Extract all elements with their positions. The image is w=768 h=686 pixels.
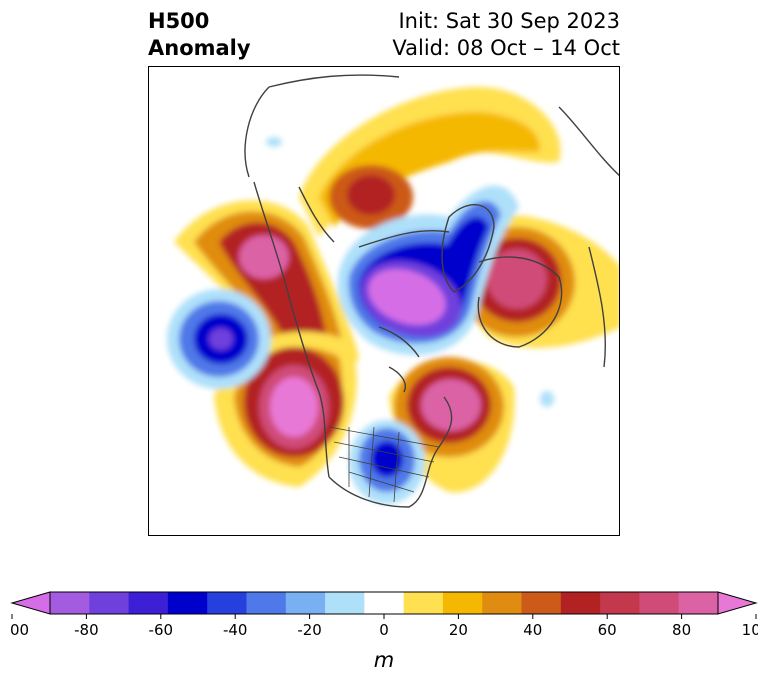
colorbar-min-arrow (10, 591, 51, 615)
positive-anomaly-southeast-peak (421, 379, 481, 431)
positive-anomaly-southwest-max (270, 377, 318, 437)
anomaly-map-svg (167, 74, 619, 508)
coastline-eurasia (298, 186, 563, 348)
colorbar-max-arrow (717, 591, 758, 615)
colorbar-tick-label: 60 (598, 621, 617, 639)
negative-anomaly-pacific-minimum (209, 328, 233, 350)
colorbar-tick-label: -80 (74, 621, 99, 639)
colorbar-tick-label: -40 (223, 621, 248, 639)
negative-anomaly-us-core (371, 441, 403, 477)
anomaly-map (148, 66, 620, 536)
colorbar-cell (482, 592, 523, 614)
colorbar-svg: -100 -80 -60 -40 -20 0 20 40 60 80 100 (0, 591, 768, 639)
colorbar-cell (364, 592, 405, 614)
colorbar-cell (167, 592, 208, 614)
negative-anomaly-atlantic-small (540, 391, 554, 407)
colorbar-tick-label: 40 (523, 621, 542, 639)
colorbar-cell (325, 592, 365, 614)
coastline-north-america-west (253, 181, 330, 478)
colorbar-cell (207, 592, 247, 614)
colorbar-cell (639, 592, 680, 614)
coastline-europe-africa (558, 106, 619, 368)
colorbar-cell (600, 592, 640, 614)
colorbar-tick-label: 80 (672, 621, 691, 639)
colorbar-tick-label: -20 (297, 621, 322, 639)
positive-anomaly-north-core (319, 112, 540, 227)
colorbar-cell (403, 592, 444, 614)
colorbar-cell (285, 592, 326, 614)
negative-anomaly-polar-minimum (368, 268, 446, 326)
anomaly-contours (167, 87, 619, 504)
colorbar-cell (50, 592, 90, 614)
init-time: Init: Sat 30 Sep 2023 (398, 9, 620, 33)
colorbar-tick-label: 0 (379, 621, 389, 639)
colorbar-cell (521, 592, 562, 614)
border-lines (328, 426, 440, 503)
colorbar-unit: m (373, 648, 395, 672)
colorbar-cell (246, 592, 287, 614)
positive-anomaly-north-peak (347, 175, 395, 215)
coastline-north-america-east (328, 396, 453, 508)
map-title: H500 Anomaly (148, 8, 251, 62)
colorbar-tick-label: 100 (742, 621, 758, 639)
coastline-greenland (441, 204, 495, 293)
coastline-siberia (244, 74, 400, 178)
positive-anomaly-east-peak (487, 249, 547, 309)
colorbar: -100 -80 -60 -40 -20 0 20 40 60 80 100 (0, 588, 768, 644)
coastlines (244, 74, 619, 508)
negative-anomaly-arctic-small (266, 137, 282, 147)
colorbar-cell (89, 592, 130, 614)
colorbar-cell (128, 592, 169, 614)
valid-period: Valid: 08 Oct – 14 Oct (392, 36, 620, 60)
colorbar-tick-label: -60 (149, 621, 174, 639)
positive-anomaly-west-peak (239, 235, 289, 279)
colorbar-tick-label: 20 (449, 621, 468, 639)
coastline-arctic-islands (378, 326, 420, 393)
colorbar-cell (678, 592, 719, 614)
colorbar-cell (560, 592, 601, 614)
run-info: Init: Sat 30 Sep 2023 Valid: 08 Oct – 14… (392, 8, 620, 62)
title-line-1: H500 (148, 9, 210, 33)
colorbar-tick-label: -100 (10, 621, 29, 639)
colorbar-cell (442, 592, 483, 614)
title-line-2: Anomaly (148, 36, 251, 60)
